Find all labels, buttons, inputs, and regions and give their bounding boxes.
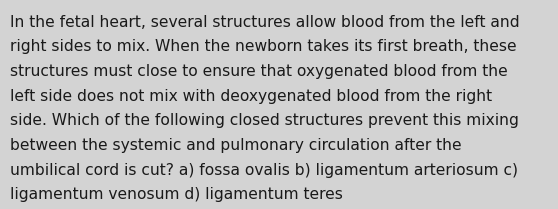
Text: right sides to mix. When the newborn takes its first breath, these: right sides to mix. When the newborn tak… <box>10 39 517 54</box>
Text: umbilical cord is cut? a) fossa ovalis b) ligamentum arteriosum c): umbilical cord is cut? a) fossa ovalis b… <box>10 163 518 178</box>
Text: structures must close to ensure that oxygenated blood from the: structures must close to ensure that oxy… <box>10 64 508 79</box>
Text: between the systemic and pulmonary circulation after the: between the systemic and pulmonary circu… <box>10 138 461 153</box>
Text: In the fetal heart, several structures allow blood from the left and: In the fetal heart, several structures a… <box>10 15 519 30</box>
Text: ligamentum venosum d) ligamentum teres: ligamentum venosum d) ligamentum teres <box>10 187 343 202</box>
Text: side. Which of the following closed structures prevent this mixing: side. Which of the following closed stru… <box>10 113 519 128</box>
Text: left side does not mix with deoxygenated blood from the right: left side does not mix with deoxygenated… <box>10 89 492 104</box>
